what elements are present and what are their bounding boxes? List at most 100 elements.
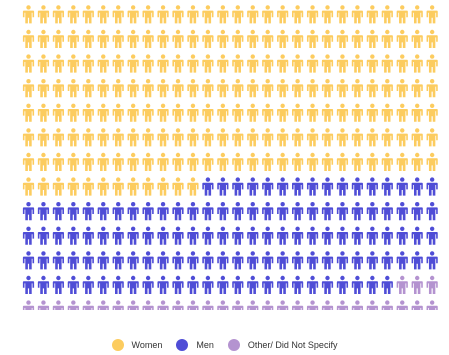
person-icon-women xyxy=(232,103,244,122)
person-icon-men xyxy=(202,275,214,294)
person-icon-women xyxy=(292,128,304,147)
person-icon-women xyxy=(37,79,50,98)
person-icon-women xyxy=(321,54,334,73)
person-icon-women xyxy=(351,103,363,122)
person-icon-women xyxy=(52,79,64,98)
person-icon-women xyxy=(142,79,154,98)
person-icon-men xyxy=(366,226,378,245)
legend-item-women[interactable]: Women xyxy=(111,339,162,351)
person-icon-men xyxy=(292,275,304,294)
person-icon-women xyxy=(127,54,139,73)
legend-label-other: Other/ Did Not Specify xyxy=(247,340,338,350)
person-icon-women xyxy=(37,29,50,48)
person-icon-men xyxy=(321,275,334,294)
person-icon-other-did-not-specify xyxy=(426,275,438,294)
person-icon-women xyxy=(217,128,229,147)
person-icon-women xyxy=(306,128,319,147)
person-icon-women xyxy=(336,103,349,122)
person-icon-women xyxy=(336,54,349,73)
person-icon-women xyxy=(426,103,438,122)
person-icon-men xyxy=(426,251,438,270)
person-icon-women xyxy=(172,128,184,147)
person-icon-men xyxy=(426,177,438,196)
person-icon-men xyxy=(426,226,438,245)
person-icon-women xyxy=(202,103,214,122)
person-icon-men xyxy=(262,202,274,221)
person-icon-men xyxy=(351,177,363,196)
person-icon-men xyxy=(396,177,408,196)
legend-item-men[interactable]: Men xyxy=(176,339,214,351)
person-icon-men xyxy=(336,177,349,196)
person-icon-men xyxy=(396,226,408,245)
person-icon-men xyxy=(217,251,229,270)
person-icon-other-did-not-specify xyxy=(112,300,124,310)
person-icon-women xyxy=(321,29,334,48)
person-icon-women xyxy=(187,177,199,196)
person-icon-men xyxy=(52,251,64,270)
person-icon-women xyxy=(381,128,393,147)
person-icon-other-did-not-specify xyxy=(306,300,319,310)
person-icon-men xyxy=(67,202,79,221)
person-icon-other-did-not-specify xyxy=(127,300,139,310)
person-icon-men xyxy=(142,251,154,270)
person-icon-men xyxy=(217,275,229,294)
person-icon-women xyxy=(351,5,363,24)
legend-swatch-women xyxy=(111,339,124,351)
person-icon-women xyxy=(411,5,423,24)
person-icon-men xyxy=(336,226,349,245)
person-icon-women xyxy=(127,5,139,24)
person-icon-women xyxy=(97,29,109,48)
person-icon-women xyxy=(426,128,438,147)
person-icon-women xyxy=(67,5,79,24)
person-icon-women xyxy=(112,177,124,196)
person-icon-men xyxy=(97,202,109,221)
person-icon-women xyxy=(22,29,35,48)
person-icon-women xyxy=(172,103,184,122)
person-icon-women xyxy=(277,54,289,73)
person-icon-women xyxy=(351,54,363,73)
person-icon-women xyxy=(292,79,304,98)
person-icon-men xyxy=(202,226,214,245)
person-icon-men xyxy=(127,251,139,270)
person-icon-women xyxy=(247,79,259,98)
person-icon-men xyxy=(247,177,259,196)
person-icon-women xyxy=(97,177,109,196)
person-icon-men xyxy=(82,202,94,221)
person-icon-women xyxy=(396,5,408,24)
person-icon-men xyxy=(52,226,64,245)
person-icon-women xyxy=(217,54,229,73)
person-icon-men xyxy=(22,226,35,245)
person-icon-other-did-not-specify xyxy=(157,300,169,310)
legend-item-other[interactable]: Other/ Did Not Specify xyxy=(227,339,338,351)
person-icon-men xyxy=(306,202,319,221)
person-icon-women xyxy=(67,128,79,147)
person-icon-women xyxy=(262,79,274,98)
person-icon-men xyxy=(217,202,229,221)
person-icon-women xyxy=(396,29,408,48)
person-icon-women xyxy=(426,79,438,98)
person-icon-women xyxy=(82,79,94,98)
person-icon-other-did-not-specify xyxy=(321,300,334,310)
person-icon-other-did-not-specify xyxy=(277,300,289,310)
person-icon-women xyxy=(262,5,274,24)
person-icon-women xyxy=(157,29,169,48)
person-icon-women xyxy=(52,152,64,171)
person-icon-men xyxy=(82,226,94,245)
person-icon-men xyxy=(202,177,214,196)
person-icon-women xyxy=(381,54,393,73)
person-icon-men xyxy=(306,226,319,245)
person-icon-women xyxy=(202,79,214,98)
person-icon-men xyxy=(247,275,259,294)
person-icon-women xyxy=(37,54,50,73)
person-icon-women xyxy=(22,128,35,147)
person-icon-women xyxy=(396,103,408,122)
person-icon-women xyxy=(381,103,393,122)
person-icon-other-did-not-specify xyxy=(247,300,259,310)
person-icon-women xyxy=(321,103,334,122)
person-icon-men xyxy=(37,251,50,270)
person-icon-women xyxy=(277,128,289,147)
person-icon-men xyxy=(277,275,289,294)
person-icon-women xyxy=(67,103,79,122)
person-icon-women xyxy=(37,103,50,122)
person-icon-women xyxy=(82,128,94,147)
